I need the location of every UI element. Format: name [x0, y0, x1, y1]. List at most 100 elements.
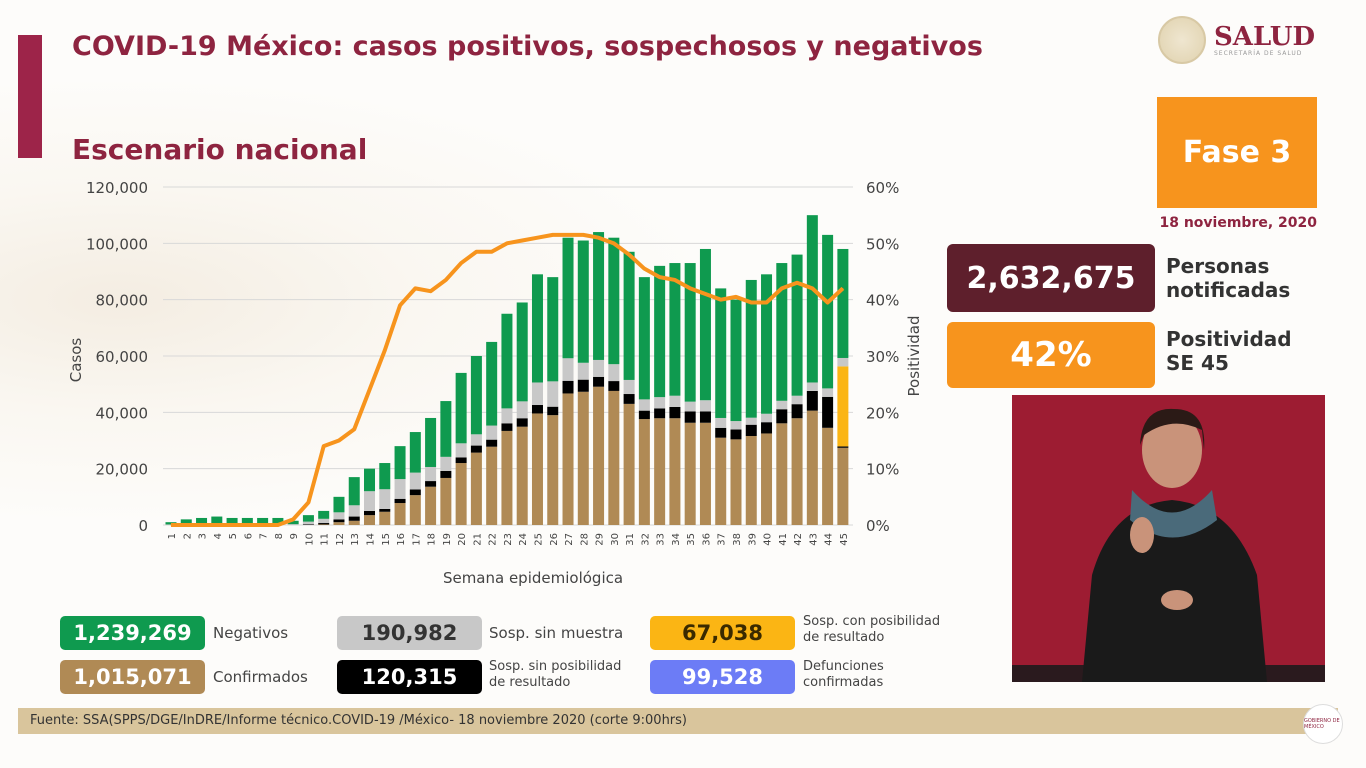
y-tick-label: 100,000 [86, 235, 148, 253]
x-tick-label: 6 [243, 533, 254, 539]
bar-sin_posibilidad [516, 418, 528, 427]
y-axis-label: Casos [67, 338, 85, 383]
suspect-no-result-count: 120,315 [337, 660, 482, 694]
bar-confirmados [455, 463, 467, 525]
x-tick-label: 34 [671, 533, 682, 546]
bar-sin_muestra [654, 397, 666, 409]
bar-sin_muestra [791, 395, 803, 405]
bar-confirmados [348, 520, 360, 525]
bar-negativos [302, 515, 314, 522]
positivity-point [628, 254, 630, 256]
bar-negativos [318, 510, 330, 519]
y-tick-label: 0 [138, 517, 148, 535]
positivity-point [246, 524, 248, 526]
bar-confirmados [699, 422, 711, 525]
bar-confirmados [318, 524, 330, 525]
positivity-point [750, 301, 752, 303]
positivity-point [475, 251, 477, 253]
bar-sin_muestra [486, 425, 498, 440]
bar-negativos [593, 232, 605, 360]
bar-negativos [226, 517, 238, 525]
bar-sin_posibilidad [715, 427, 727, 438]
bar-confirmados [791, 418, 803, 525]
x-tick-label: 20 [457, 533, 468, 546]
bar-confirmados [547, 415, 559, 525]
negatives-label: Negativos [213, 624, 289, 642]
bar-confirmados [577, 391, 589, 525]
bar-sin_posibilidad [745, 424, 757, 436]
y-tick-label: 120,000 [86, 179, 148, 197]
notified-label-line2: notificadas [1166, 278, 1291, 302]
y2-axis-label: Positividad [905, 316, 923, 397]
bar-sin_muestra [684, 401, 696, 412]
x-tick-label: 43 [808, 533, 819, 546]
positivity-point [491, 251, 493, 253]
y-tick-label: 40,000 [96, 404, 149, 422]
bar-sin_muestra [806, 382, 818, 391]
bar-sin_muestra [699, 400, 711, 412]
bar-sin_posibilidad [394, 498, 406, 504]
y-tick-label: 80,000 [96, 292, 149, 310]
bar-confirmados [440, 477, 452, 525]
bar-sin_posibilidad [684, 411, 696, 423]
bar-negativos [394, 446, 406, 480]
positivity-point [399, 304, 401, 306]
bar-negativos [761, 274, 773, 414]
cases-chart: 0 20,000 40,000 60,000 80,000 100,000 120,000 0… [67, 179, 923, 587]
bar-sin_posibilidad [348, 516, 360, 521]
bar-negativos [364, 468, 376, 492]
x-tick-label: 30 [610, 533, 621, 546]
x-tick-label: 8 [274, 533, 285, 539]
bar-confirmados [425, 486, 437, 525]
positivity-point [796, 282, 798, 284]
bar-negativos [241, 517, 253, 525]
x-tick-label: 38 [732, 533, 743, 546]
phase-badge: Fase 3 [1157, 97, 1317, 208]
suspect-possible-result-label: Sosp. con posibilidad de resultado [803, 614, 940, 646]
bar-confirmados [593, 386, 605, 525]
x-tick-label: 23 [503, 533, 514, 546]
positivity-point [827, 301, 829, 303]
y2-tick-label: 20% [866, 404, 899, 422]
bar-sin_muestra [470, 434, 482, 446]
bar-confirmados [608, 390, 620, 525]
positivity-point [353, 428, 355, 430]
suspect-no-result-label: Sosp. sin posibilidad de resultado [489, 659, 621, 691]
y2-tick-label: 40% [866, 292, 899, 310]
positivity-point [689, 287, 691, 289]
y-tick-label: 20,000 [96, 461, 149, 479]
page-title: COVID-19 México: casos positivos, sospec… [72, 31, 983, 62]
positivity-point [430, 290, 432, 292]
positivity-point [369, 389, 371, 391]
bar-sin_muestra [287, 524, 299, 525]
y2-tick-label: 10% [866, 461, 899, 479]
positivity-point [643, 268, 645, 270]
bar-negativos [623, 251, 635, 380]
x-tick-label: 11 [320, 533, 331, 546]
label-line2: de resultado [803, 630, 885, 645]
positivity-point [323, 445, 325, 447]
salud-logo: SALUD SECRETARÍA DE SALUD [1158, 16, 1315, 64]
bar-sin_muestra [333, 512, 345, 520]
bar-negativos [470, 356, 482, 435]
bar-sin_posibilidad [425, 481, 437, 487]
bar-sin_posibilidad [806, 390, 818, 411]
x-tick-label: 13 [350, 533, 361, 546]
bar-sin_posibilidad [577, 379, 589, 392]
x-tick-label: 32 [640, 533, 651, 546]
bar-sin_muestra [669, 395, 681, 407]
bar-negativos [272, 517, 284, 525]
bar-confirmados [776, 423, 788, 525]
y2-tick-label: 0% [866, 517, 890, 535]
bar-negativos [638, 277, 650, 400]
bar-negativos [455, 372, 467, 444]
x-tick-label: 21 [472, 533, 483, 546]
bar-negativos [654, 265, 666, 398]
positivity-point [506, 242, 508, 244]
positivity-point [231, 524, 233, 526]
bar-sin_muestra [562, 358, 574, 381]
bar-negativos [822, 234, 834, 389]
x-tick-label: 37 [717, 533, 728, 546]
bar-sin_posibilidad [486, 439, 498, 447]
x-tick-label: 25 [533, 533, 544, 546]
